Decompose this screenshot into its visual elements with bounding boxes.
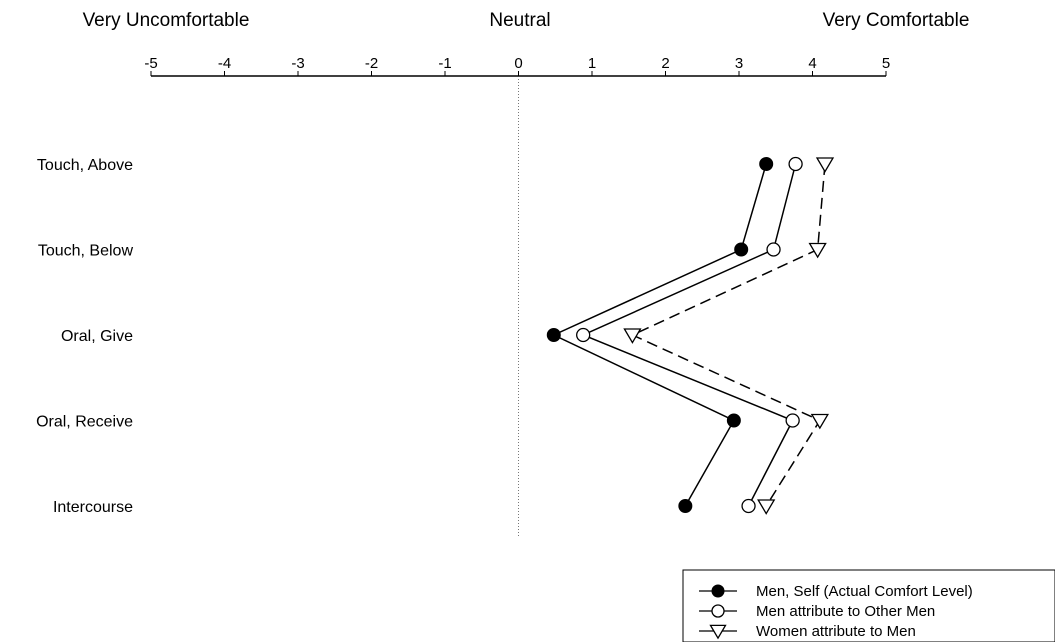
data-point [810,413,829,430]
data-point [759,157,774,171]
x-tick-label: -4 [218,55,231,72]
x-tick-label: -3 [291,55,304,72]
x-tick-label: 0 [514,55,522,72]
data-point [726,413,741,428]
category-label: Oral, Receive [36,414,133,431]
legend-label: Men, Self (Actual Comfort Level) [756,583,973,600]
category-labels: Touch, Above Touch, Below Oral, Give Oral, … [36,157,133,516]
data-point [546,328,561,342]
x-axis-ticks: -5 -4 -3 -2 -1 0 1 2 3 4 5 [144,55,890,76]
data-point [678,499,693,513]
category-label: Intercourse [53,499,133,516]
series-line [581,163,797,507]
x-tick-label: -2 [365,55,378,72]
data-point [815,157,835,173]
data-point [576,327,591,343]
legend-marker [709,624,727,640]
series-line [630,163,826,507]
scale-label-center: Neutral [489,10,550,31]
series-3 [623,157,835,515]
x-tick-label: -1 [438,55,451,72]
scale-label-right: Very Comfortable [823,10,970,31]
x-tick-label: -5 [144,55,157,72]
data-point [766,242,781,257]
legend-label: Women attribute to Men [756,623,916,640]
legend-items: Men, Self (Actual Comfort Level) Men attr… [699,583,973,640]
x-tick-label: 3 [735,55,743,72]
data-point [788,156,803,172]
category-label: Touch, Above [37,157,133,174]
x-tick-label: 5 [882,55,890,72]
x-tick-label: 4 [808,55,816,72]
data-point [741,498,756,514]
data-point [757,499,776,515]
data-point [785,413,800,428]
series-layer [546,156,835,515]
series-1 [546,157,774,513]
data-point [623,328,642,344]
scale-label-left: Very Uncomfortable [83,10,250,31]
category-label: Oral, Give [61,328,133,345]
legend-label: Men attribute to Other Men [756,603,935,620]
series-2 [576,156,803,514]
x-tick-label: 2 [661,55,669,72]
legend: Men, Self (Actual Comfort Level) Men attr… [682,569,1055,642]
legend-marker [711,584,725,598]
data-point [734,242,749,257]
legend-marker [711,604,725,618]
x-tick-label: 1 [588,55,596,72]
legend-box [682,569,1055,642]
data-point [808,242,827,259]
category-label: Touch, Below [38,243,134,260]
